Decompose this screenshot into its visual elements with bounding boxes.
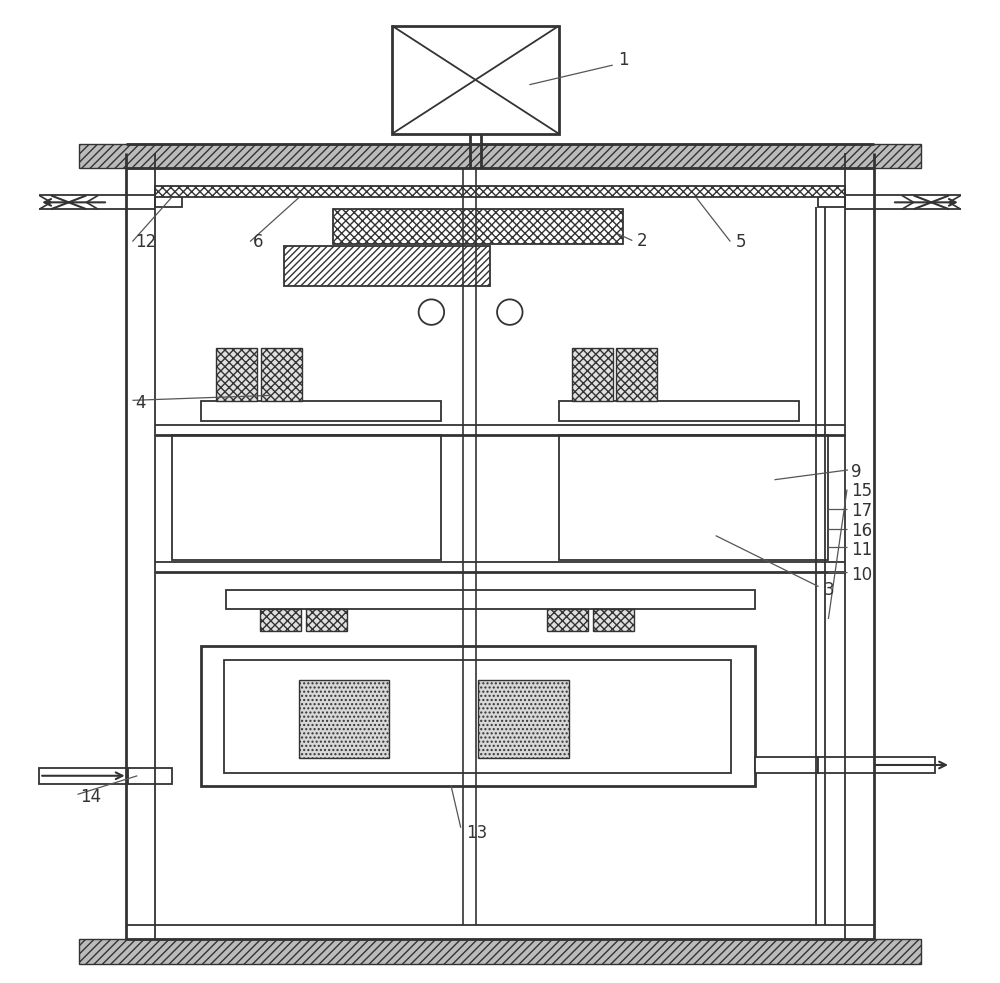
Text: 9: 9 xyxy=(851,463,861,481)
Bar xyxy=(392,26,559,134)
Bar xyxy=(616,348,657,401)
Bar xyxy=(172,434,441,560)
Bar xyxy=(201,647,755,785)
Bar xyxy=(547,609,588,631)
Bar xyxy=(128,768,172,783)
Bar xyxy=(155,186,845,198)
Bar xyxy=(224,661,731,773)
Bar xyxy=(39,768,128,783)
Text: 1: 1 xyxy=(618,51,628,69)
Bar xyxy=(306,609,347,631)
Bar xyxy=(260,609,301,631)
Circle shape xyxy=(497,300,523,324)
Bar xyxy=(818,192,845,207)
Text: 13: 13 xyxy=(466,824,487,841)
Bar xyxy=(593,609,634,631)
Bar xyxy=(284,247,490,286)
Bar xyxy=(559,434,828,560)
Bar xyxy=(478,679,569,758)
Text: 15: 15 xyxy=(851,483,872,500)
Text: 12: 12 xyxy=(135,233,157,251)
Bar xyxy=(79,144,921,168)
Text: 16: 16 xyxy=(851,522,872,540)
Bar xyxy=(572,348,613,401)
Bar xyxy=(559,401,799,421)
Bar xyxy=(818,757,935,773)
Text: 6: 6 xyxy=(253,233,263,251)
Text: 11: 11 xyxy=(851,542,872,559)
Text: 5: 5 xyxy=(735,233,746,251)
Text: 17: 17 xyxy=(851,502,872,520)
Text: 2: 2 xyxy=(637,232,648,250)
Bar xyxy=(226,590,755,609)
Bar xyxy=(333,209,623,245)
Bar xyxy=(299,679,389,758)
Text: 14: 14 xyxy=(80,788,102,806)
Circle shape xyxy=(419,300,444,324)
Bar xyxy=(79,940,921,964)
Text: 3: 3 xyxy=(823,581,834,599)
Bar xyxy=(261,348,302,401)
Bar xyxy=(155,192,182,207)
Bar xyxy=(216,348,257,401)
Bar xyxy=(755,757,818,773)
Text: 4: 4 xyxy=(135,394,146,412)
Text: 10: 10 xyxy=(851,566,872,584)
Bar xyxy=(201,401,441,421)
